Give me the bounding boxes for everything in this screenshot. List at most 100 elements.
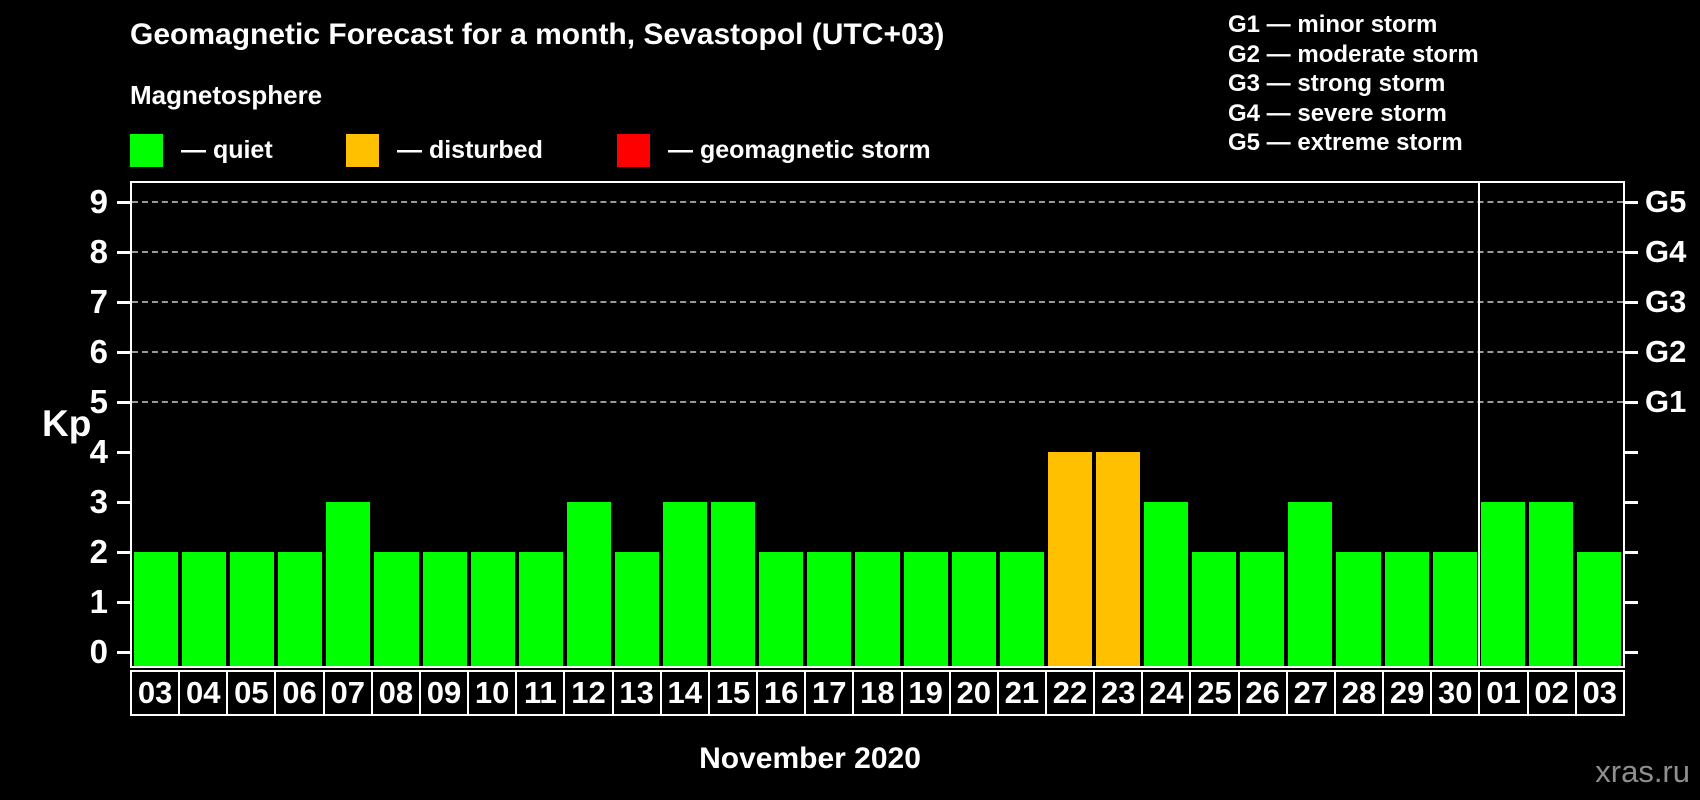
watermark: xras.ru	[1595, 754, 1690, 789]
day-label-28: 28	[1336, 672, 1385, 714]
kp-bar-day-25	[1192, 552, 1237, 666]
quiet-color-swatch	[130, 133, 163, 167]
day-label-12: 12	[565, 672, 614, 714]
day-label-27: 27	[1288, 672, 1336, 714]
left-tick-kp2	[117, 550, 130, 554]
kp-bar-day-22	[1047, 452, 1092, 666]
day-label-30: 30	[1432, 672, 1481, 714]
gridline-kp7	[132, 301, 1623, 303]
left-tick-kp1	[117, 600, 130, 604]
day-label-03-next-month: 03	[1582, 675, 1617, 710]
day-label-08: 08	[373, 672, 421, 714]
kp-bar-day-03	[1576, 552, 1621, 666]
day-label-20: 20	[951, 672, 999, 714]
x-axis-title: November 2020	[699, 742, 921, 775]
y-tick-label-4: 4	[89, 433, 108, 470]
kp-bar-day-01	[1480, 502, 1525, 666]
day-label-09: 09	[421, 672, 470, 714]
chart-subtitle: Magnetosphere	[130, 80, 323, 110]
y-tick-label-2: 2	[89, 533, 108, 570]
gridline-kp8	[132, 251, 1623, 253]
left-tick-kp5	[117, 400, 130, 404]
kp-bar-day-27	[1288, 502, 1333, 666]
kp-bar-day-20	[951, 552, 996, 666]
day-label-13: 13	[614, 672, 662, 714]
plot-area: 0 1 2 3 4 5 6 7 8 9 G1 G2 G3 G4 G5	[90, 181, 1686, 670]
kp-bar-day-28	[1336, 552, 1381, 666]
legend-label-storm: — geomagnetic storm	[668, 135, 931, 164]
day-label-11: 11	[517, 672, 566, 714]
day-label-16: 16	[758, 672, 807, 714]
y-axis-title: Kp	[42, 403, 92, 444]
kp-bar-day-08	[374, 552, 419, 666]
kp-bar-day-06	[278, 552, 323, 666]
y-tick-label-5: 5	[89, 383, 108, 420]
y-tick-label-0: 0	[89, 633, 108, 670]
day-label-19: 19	[903, 672, 951, 714]
right-axis-label-g3: G3	[1645, 284, 1687, 319]
right-tick-kp4	[1625, 450, 1638, 454]
y-tick-label-6: 6	[89, 333, 108, 370]
kp-bar-day-13	[614, 552, 660, 666]
y-tick-label-9: 9	[89, 183, 108, 220]
kp-bar-day-07	[326, 502, 371, 666]
day-label-03: 03	[132, 672, 181, 714]
day-label-15: 15	[710, 672, 759, 714]
kp-bar-day-03	[134, 552, 179, 666]
day-label-23: 23	[1095, 672, 1144, 714]
kp-bar-day-19	[903, 552, 948, 666]
legend-item-disturbed: — disturbed	[346, 133, 543, 167]
day-label-22: 22	[1047, 672, 1096, 714]
x-axis-day-labels: 03 04 05 06 07 08 09 10 11 12 13 14 15 16 17 18 19 20 21 22…	[130, 670, 1625, 716]
day-label-02-next-month: 02	[1529, 672, 1577, 714]
g-legend-line-g4: G4 — severe storm	[1228, 99, 1447, 127]
day-label-06: 06	[276, 672, 325, 714]
kp-bar-day-23	[1095, 452, 1141, 666]
kp-bar-day-14	[663, 502, 708, 666]
g-legend-line-g1: G1 — minor storm	[1228, 11, 1438, 38]
day-label-17: 17	[806, 672, 855, 714]
g-legend-line-g2: G2 — moderate storm	[1228, 40, 1479, 68]
day-label-26: 26	[1240, 672, 1288, 714]
y-tick-label-8: 8	[89, 233, 108, 270]
y-tick-label-1: 1	[89, 583, 108, 620]
gridline-kp9	[132, 201, 1623, 203]
kp-bar-day-05	[230, 552, 275, 666]
gridline-kp6	[132, 351, 1623, 353]
y-tick-label-7: 7	[89, 283, 108, 320]
day-label-10: 10	[469, 672, 518, 714]
storm-color-swatch	[617, 133, 650, 167]
kp-bar-day-10	[470, 552, 515, 666]
left-tick-kp9	[117, 200, 130, 204]
right-axis-label-g5: G5	[1645, 184, 1687, 219]
left-tick-kp6	[117, 350, 130, 354]
disturbed-color-swatch	[346, 133, 379, 167]
kp-bar-day-18	[855, 552, 900, 666]
g-scale-legend: G1 — minor storm G2 — moderate storm G3 …	[1228, 10, 1479, 158]
day-label-04: 04	[180, 672, 229, 714]
page-title: Geomagnetic Forecast for a month, Sevast…	[130, 18, 945, 51]
right-tick-kp7	[1625, 300, 1638, 304]
day-label-01-next-month: 01	[1480, 672, 1529, 714]
day-label-14: 14	[662, 672, 710, 714]
kp-bar-day-09	[422, 552, 467, 666]
y-tick-label-3: 3	[89, 483, 108, 520]
g-legend-line-g5: G5 — extreme storm	[1228, 129, 1463, 156]
kp-bar-day-16	[759, 552, 804, 666]
left-tick-kp0	[117, 650, 130, 654]
kp-bar-day-26	[1240, 552, 1285, 666]
g-legend-line-g3: G3 — strong storm	[1228, 70, 1446, 97]
month-separator-line	[1477, 183, 1480, 666]
legend-label-disturbed: — disturbed	[397, 135, 543, 164]
day-label-24: 24	[1143, 672, 1192, 714]
kp-bar-day-24	[1144, 502, 1189, 666]
kp-bar-day-29	[1384, 552, 1429, 666]
legend-item-quiet: — quiet	[130, 133, 273, 167]
kp-bar-day-12	[566, 502, 611, 666]
day-label-18: 18	[854, 672, 903, 714]
right-tick-kp0	[1625, 650, 1638, 654]
kp-bar-day-15	[711, 502, 756, 666]
right-tick-kp6	[1625, 350, 1638, 354]
right-tick-kp5	[1625, 400, 1638, 404]
